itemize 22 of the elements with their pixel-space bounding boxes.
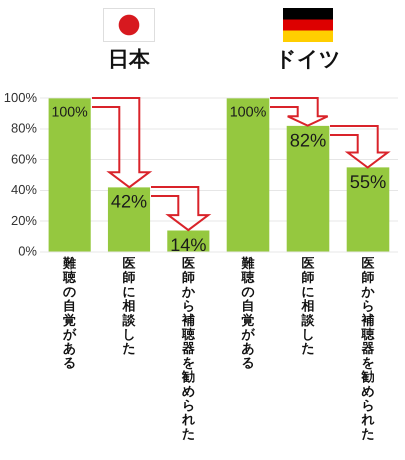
chart-title: 日本 — [108, 47, 151, 72]
data-label: 42% — [110, 192, 148, 212]
x-tick-label: 難聴の自覚がある — [62, 256, 78, 371]
y-tick-label: 60% — [10, 151, 38, 166]
bar — [108, 187, 150, 252]
y-tick-label: 40% — [10, 182, 38, 198]
category-label: 医師から補聴器を勧められた — [362, 256, 374, 442]
data-label: 82% — [290, 129, 326, 150]
bar — [48, 98, 91, 252]
y-tick-label: 80% — [10, 120, 38, 136]
x-tick-label: 難聴の自覚がある — [240, 256, 256, 371]
data-label: 14% — [170, 234, 206, 255]
y-tick-label: 100% — [4, 90, 38, 105]
y-tick-label: 20% — [10, 212, 38, 228]
chart-title: ドイツ — [275, 47, 341, 72]
data-label: 100% — [230, 104, 267, 121]
category-label: 医師から補聴器を勧められた — [182, 256, 195, 442]
x-tick-label: 医師に相談した — [300, 256, 316, 357]
data-label: 55% — [350, 170, 386, 192]
data-label: 100% — [52, 104, 88, 121]
x-tick-label: 医師に相談した — [122, 256, 136, 357]
y-tick-label: 0% — [18, 244, 38, 259]
